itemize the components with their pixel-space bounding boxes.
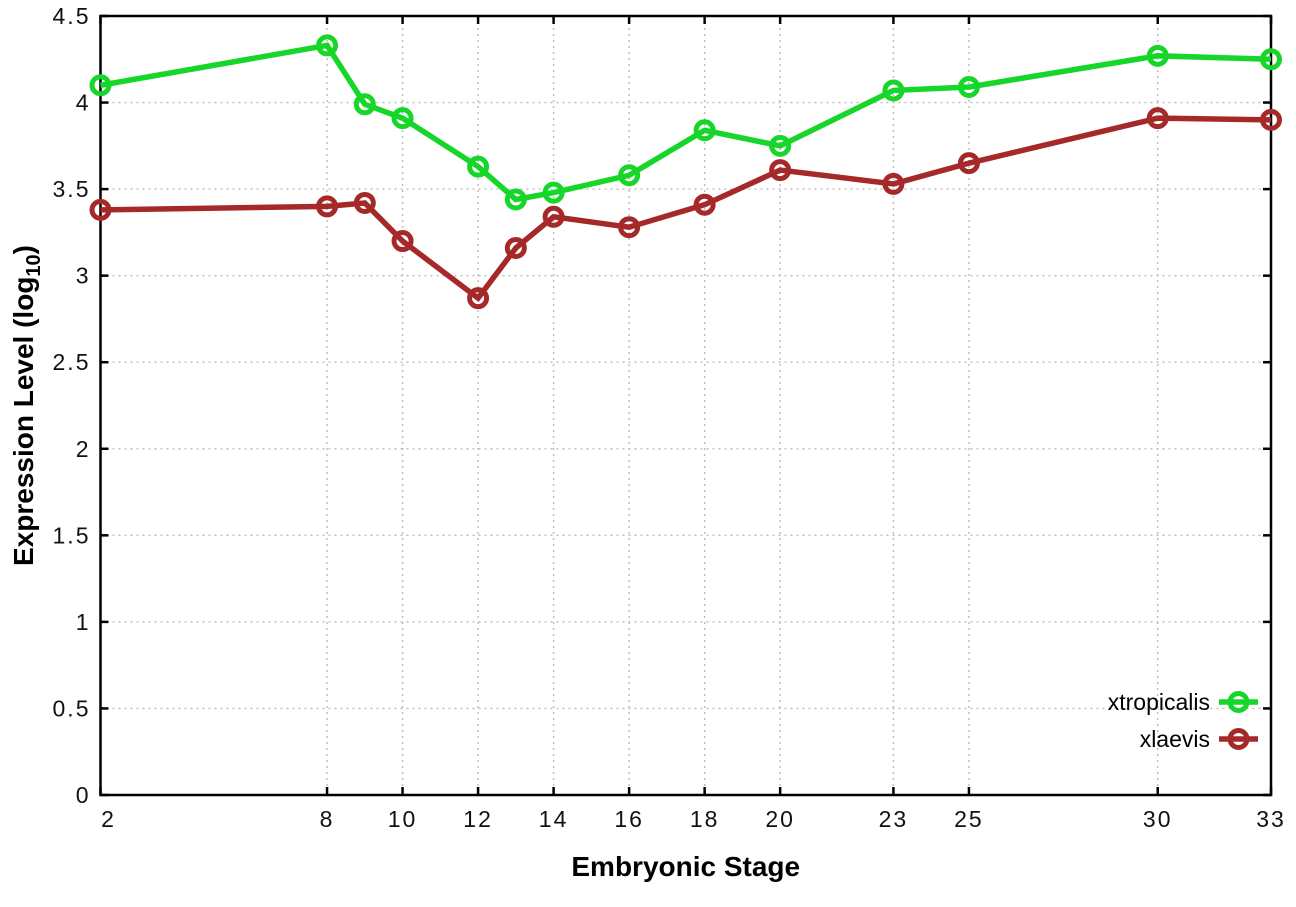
y-tick-label: 2 — [76, 436, 91, 462]
data-point-xlaevis — [391, 230, 414, 253]
x-tick-label: 16 — [614, 806, 644, 832]
x-tick-label: 8 — [320, 806, 335, 832]
y-tick-label: 3.5 — [53, 176, 91, 202]
series-xlaevis — [89, 107, 1282, 310]
data-point-xtropicalis — [89, 74, 112, 97]
y-tick-label: 4.5 — [53, 3, 91, 29]
data-point-xlaevis — [957, 152, 980, 175]
data-point-xlaevis — [618, 216, 641, 239]
x-tick-label: 30 — [1143, 806, 1173, 832]
data-point-xtropicalis — [504, 188, 527, 211]
data-point-xtropicalis — [882, 79, 905, 102]
data-point-xlaevis — [467, 287, 490, 310]
legend-marker-xtropicalis — [1227, 691, 1250, 713]
data-point-xtropicalis — [391, 107, 414, 130]
data-point-xlaevis — [1146, 107, 1169, 130]
x-tick-label: 25 — [954, 806, 984, 832]
y-axis-label-subscript: 10 — [23, 254, 45, 276]
data-point-xlaevis — [316, 195, 339, 218]
data-point-xlaevis — [1260, 108, 1282, 131]
data-point-xtropicalis — [353, 93, 376, 116]
y-tick-label: 3 — [76, 263, 91, 289]
x-tick-label: 33 — [1256, 806, 1286, 832]
y-tick-label: 4 — [76, 90, 91, 116]
data-point-xlaevis — [542, 205, 565, 228]
data-point-xtropicalis — [1146, 44, 1169, 67]
x-tick-label: 18 — [690, 806, 720, 832]
y-tick-label: 2.5 — [53, 349, 91, 375]
x-tick-label: 20 — [765, 806, 795, 832]
legend-marker-xlaevis — [1227, 728, 1250, 750]
data-point-xlaevis — [504, 236, 527, 259]
axis-ticks — [99, 14, 1273, 797]
data-point-xtropicalis — [542, 181, 565, 204]
legend: xtropicalis xlaevis — [1108, 689, 1258, 752]
y-axis-label: Expression Level (log10) — [8, 245, 45, 566]
data-point-xlaevis — [89, 198, 112, 221]
data-point-xlaevis — [353, 191, 376, 214]
y-tick-label: 1 — [76, 609, 91, 635]
x-axis-label: Embryonic Stage — [571, 851, 800, 882]
x-tick-label: 12 — [463, 806, 493, 832]
data-point-xtropicalis — [1260, 48, 1282, 71]
x-tick-label: 14 — [539, 806, 569, 832]
y-axis-label-suffix: ) — [8, 245, 39, 254]
x-tick-label: 10 — [388, 806, 418, 832]
y-tick-label: 0 — [76, 782, 91, 808]
y-tick-label: 1.5 — [53, 522, 91, 548]
data-point-xtropicalis — [693, 119, 716, 142]
legend-entry-xlaevis: xlaevis — [1140, 726, 1258, 752]
y-axis-label-main: Expression Level (log — [8, 277, 39, 566]
plot-border — [99, 14, 1273, 797]
x-tick-label: 2 — [101, 806, 116, 832]
data-point-xlaevis — [693, 193, 716, 216]
legend-entry-xtropicalis: xtropicalis — [1108, 689, 1258, 715]
data-point-xtropicalis — [769, 134, 792, 157]
data-point-xlaevis — [882, 172, 905, 195]
x-tick-label: 23 — [879, 806, 909, 832]
data-point-xtropicalis — [618, 164, 641, 187]
grid — [100, 16, 1271, 795]
data-point-xlaevis — [769, 159, 792, 182]
legend-label-xlaevis: xlaevis — [1140, 726, 1210, 752]
y-tick-label: 0.5 — [53, 695, 91, 721]
data-point-xtropicalis — [316, 34, 339, 57]
legend-label-xtropicalis: xtropicalis — [1108, 689, 1210, 715]
series-xtropicalis — [89, 34, 1282, 211]
data-point-xtropicalis — [957, 75, 980, 98]
data-point-xtropicalis — [467, 155, 490, 178]
